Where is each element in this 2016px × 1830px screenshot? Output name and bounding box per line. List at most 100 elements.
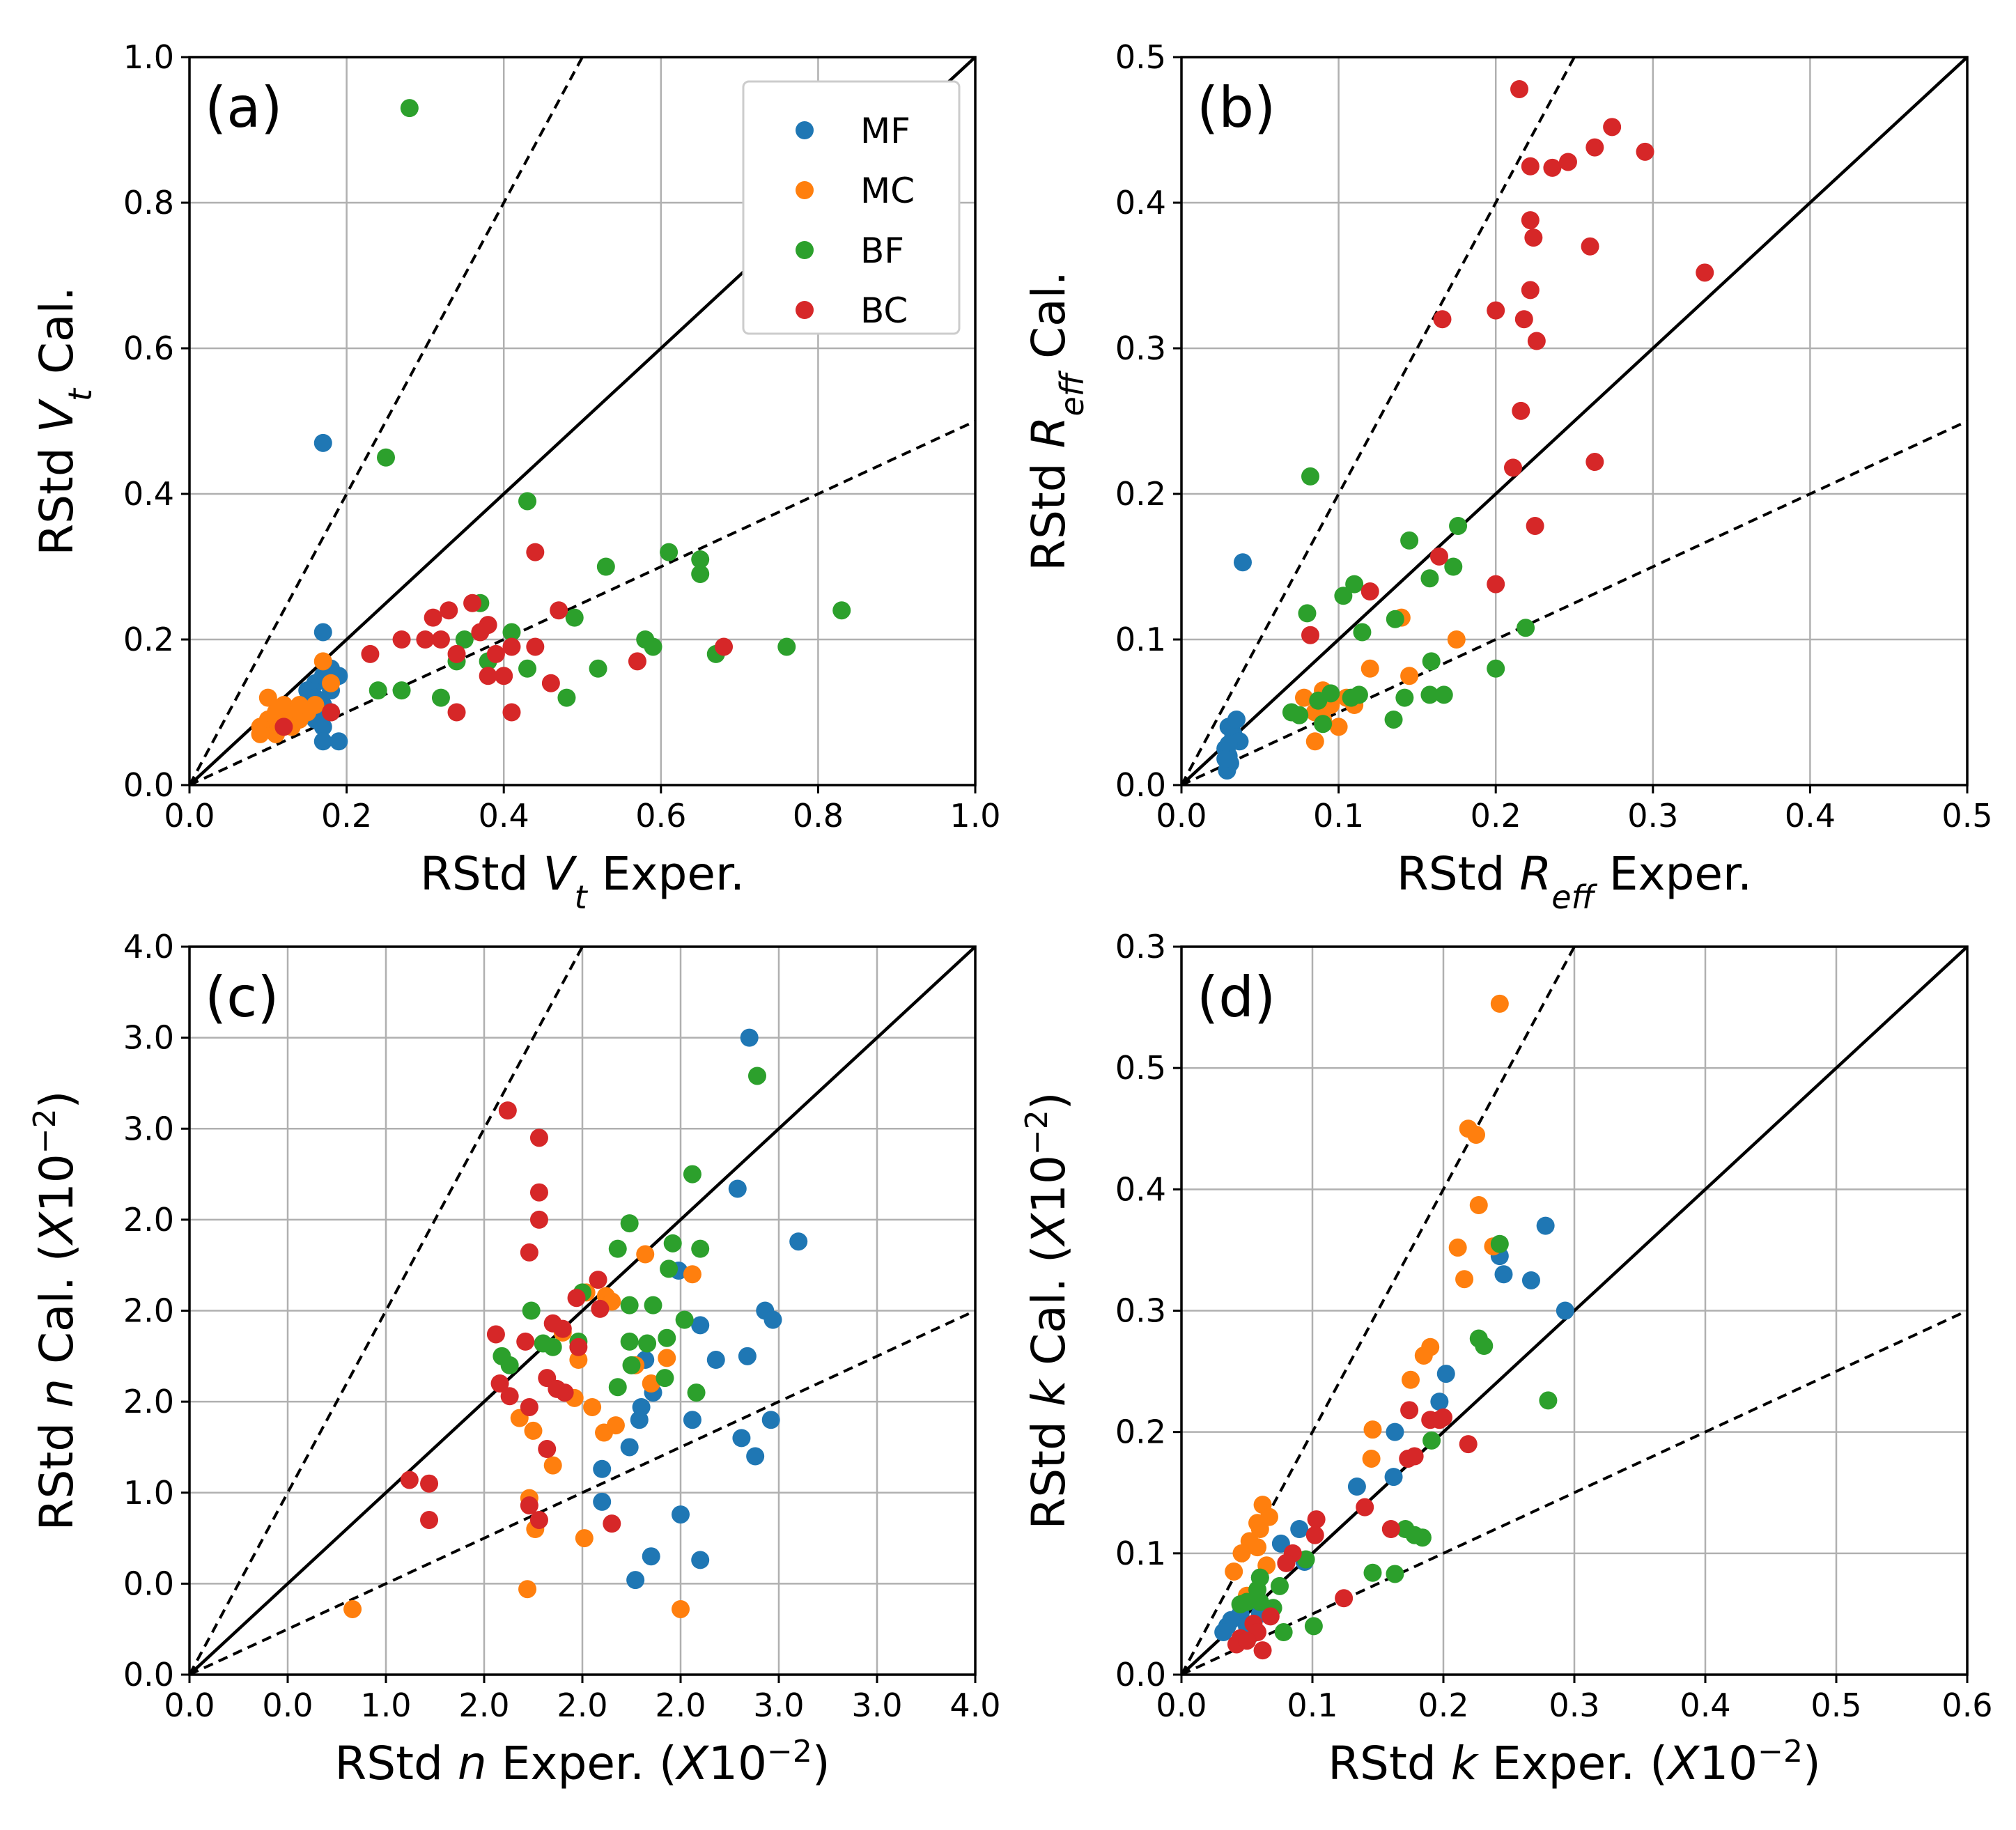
point-bc <box>486 644 505 663</box>
axes-frame <box>188 56 977 786</box>
y-axis-label: RStd Reff Cal. <box>1022 271 1091 571</box>
point-bc <box>1585 138 1604 157</box>
point-bf <box>1334 587 1353 605</box>
point-bf <box>518 492 537 511</box>
point-mc <box>290 696 309 715</box>
legend: MF MC BF BC <box>742 80 961 335</box>
point-bf <box>1422 652 1441 671</box>
legend-label-bc: BC <box>860 290 908 331</box>
point-mc <box>606 1416 625 1435</box>
point-bf <box>589 659 607 678</box>
point-mf <box>313 433 332 452</box>
point-bc <box>1400 1401 1419 1420</box>
y-tick-label: 2.0 <box>123 1201 174 1239</box>
x-tick-label: 0.0 <box>164 1686 215 1724</box>
point-bf <box>1314 715 1333 734</box>
y-tick-label: 1.0 <box>123 38 174 76</box>
point-bf <box>660 543 679 561</box>
point-mf <box>593 1459 612 1478</box>
y-tick-label: 0.0 <box>123 1565 174 1602</box>
point-bf <box>777 637 796 656</box>
y-tick-label: 0.2 <box>1115 1413 1166 1451</box>
point-bc <box>322 703 341 722</box>
point-mc <box>1400 667 1419 685</box>
point-bc <box>440 601 458 620</box>
point-mf <box>746 1447 765 1466</box>
point-bf <box>377 448 395 467</box>
point-mf <box>761 1411 780 1429</box>
y-axis-label: RStd k Cal. (X10−2) <box>1019 1092 1076 1529</box>
point-bf <box>608 1239 627 1258</box>
point-mf <box>1556 1301 1574 1320</box>
x-tick-label: 2.0 <box>458 1686 509 1724</box>
y-tick-label: 0.6 <box>123 329 174 367</box>
point-bc <box>1514 310 1533 329</box>
x-tick-label: 2.0 <box>557 1686 607 1724</box>
axes-frame <box>1180 56 1969 786</box>
point-mc <box>1414 1346 1433 1365</box>
point-mc <box>251 724 270 743</box>
x-tick-label: 0.2 <box>321 797 372 835</box>
panel-a: 0.0 0.2 0.4 0.6 0.8 1.0 0.0 0.2 0.4 0.6 0.8 1.0 RStd… <box>30 38 1001 916</box>
point-mf <box>630 1411 649 1429</box>
point-bf <box>1384 710 1403 729</box>
point-mc <box>1294 688 1313 707</box>
point-bc <box>420 1474 439 1493</box>
y-tick-label: 0.2 <box>123 621 174 658</box>
legend-marker-mc <box>796 181 814 199</box>
point-mf <box>1536 1216 1555 1235</box>
point-bf <box>392 681 411 700</box>
point-bf <box>638 1334 657 1353</box>
point-bf <box>1386 1565 1404 1583</box>
point-bf <box>1490 1234 1509 1253</box>
x-tick-label: 0.8 <box>793 797 844 835</box>
point-bc <box>1543 158 1562 177</box>
two-to-one-line <box>1181 57 1576 785</box>
point-mf <box>1386 1422 1404 1441</box>
point-bf <box>1304 1617 1323 1636</box>
point-mf <box>1494 1265 1513 1284</box>
point-mc <box>575 1529 594 1548</box>
panel-label: (c) <box>205 965 279 1030</box>
y-tick-label: 0.5 <box>1115 1049 1166 1087</box>
point-bc <box>486 1325 505 1344</box>
point-bf <box>1238 1592 1256 1611</box>
point-bf <box>1420 685 1439 704</box>
scatter-points <box>251 99 851 751</box>
point-bc <box>1301 626 1319 644</box>
panel-d: 0.0 0.1 0.2 0.3 0.4 0.5 0.6 0.0 0.1 0.2 0.3 0.4 0.5 0… <box>1019 928 1993 1791</box>
point-bc <box>1487 575 1505 594</box>
point-mf <box>691 1551 710 1569</box>
point-bc <box>1405 1447 1424 1466</box>
point-bf <box>1395 688 1414 707</box>
point-bc <box>1696 263 1714 282</box>
point-mf <box>1384 1468 1403 1487</box>
point-bf <box>1405 1526 1424 1544</box>
scatter-points <box>1214 994 1574 1660</box>
y-tick-label: 0.4 <box>1115 184 1166 222</box>
point-bf <box>1274 1623 1293 1642</box>
point-bf <box>1298 604 1317 623</box>
point-mf <box>593 1492 612 1511</box>
x-tick-label: 0.4 <box>1680 1686 1730 1724</box>
point-mc <box>313 652 332 671</box>
point-bc <box>495 667 513 685</box>
y-tick-label: 0.3 <box>1115 1292 1166 1330</box>
point-bc <box>1504 458 1523 477</box>
x-axis-label: RStd Reff Exper. <box>1397 847 1752 916</box>
point-mc <box>1360 659 1379 678</box>
point-bc <box>520 1243 538 1262</box>
x-axis-label: RStd k Exper. (X10−2) <box>1328 1734 1821 1791</box>
point-bc <box>447 644 466 663</box>
point-bc <box>1585 453 1604 472</box>
point-bc <box>471 623 490 642</box>
point-mf <box>1216 750 1235 768</box>
legend-marker-bc <box>796 301 814 319</box>
point-bf <box>502 623 521 642</box>
reference-lines <box>189 947 975 1675</box>
point-bf <box>1475 1337 1494 1356</box>
point-mf <box>620 1438 639 1457</box>
scatter-points <box>1216 79 1714 780</box>
point-bf <box>1422 1431 1441 1450</box>
point-mc <box>636 1245 655 1264</box>
